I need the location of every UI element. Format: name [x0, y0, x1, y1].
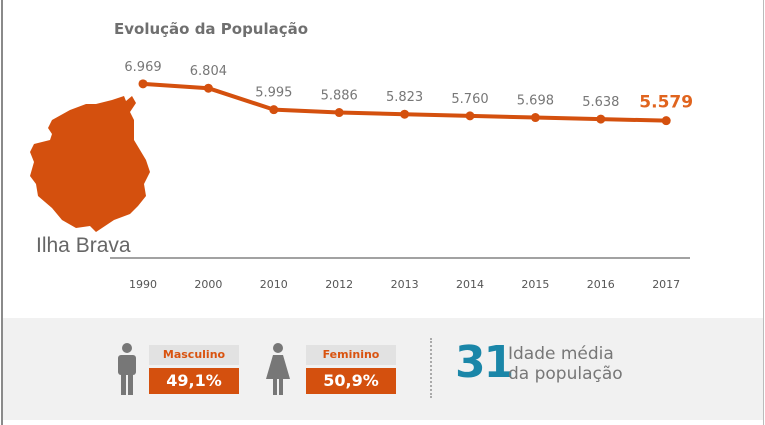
data-label: 5.760	[451, 92, 488, 107]
left-border	[1, 0, 3, 425]
male-label: Masculino	[149, 345, 239, 365]
data-label: 5.638	[582, 95, 619, 110]
female-stat: Feminino 50,9%	[306, 345, 396, 394]
median-age-label: Idade média da população	[508, 344, 623, 384]
x-tick-label: 2015	[521, 278, 549, 291]
x-tick-label: 2016	[587, 278, 615, 291]
data-label: 5.886	[321, 89, 358, 104]
x-tick-label: 2017	[652, 278, 680, 291]
x-tick-label: 1990	[129, 278, 157, 291]
data-label: 5.995	[255, 86, 292, 101]
data-point	[203, 83, 213, 93]
female-label: Feminino	[306, 345, 396, 365]
median-age-line2: da população	[508, 364, 623, 384]
island-name: Ilha Brava	[36, 234, 131, 257]
data-label: 5.698	[517, 94, 554, 109]
population-chart: 6.969 1990 6.804 2000 5.995 2010 5.886 2012 5.82…	[30, 60, 693, 291]
median-age-line1: Idade média	[508, 344, 614, 364]
data-point	[400, 109, 410, 119]
male-value: 49,1%	[149, 368, 239, 394]
data-point	[334, 108, 344, 118]
x-tick-label: 2010	[260, 278, 288, 291]
median-age-value: 31	[455, 337, 514, 388]
x-tick-label: 2000	[194, 278, 222, 291]
male-stat: Masculino 49,1%	[149, 345, 239, 394]
x-tick-label: 2014	[456, 278, 484, 291]
x-tick-label: 2013	[391, 278, 419, 291]
data-label: 5.579	[639, 93, 693, 113]
data-point	[269, 105, 279, 115]
male-person-icon	[118, 343, 136, 395]
female-person-icon	[266, 343, 290, 395]
right-border	[763, 0, 764, 425]
data-label: 5.823	[386, 90, 423, 105]
data-point	[465, 111, 475, 121]
female-value: 50,9%	[306, 368, 396, 394]
data-label: 6.804	[190, 64, 227, 79]
data-point	[530, 113, 540, 123]
chart-title: Evolução da População	[114, 20, 309, 38]
x-tick-label: 2012	[325, 278, 353, 291]
data-label: 6.969	[124, 60, 161, 75]
data-point	[661, 116, 671, 126]
data-point	[596, 114, 606, 124]
island-map-icon	[30, 96, 150, 232]
data-point	[138, 79, 148, 89]
divider	[430, 338, 432, 398]
